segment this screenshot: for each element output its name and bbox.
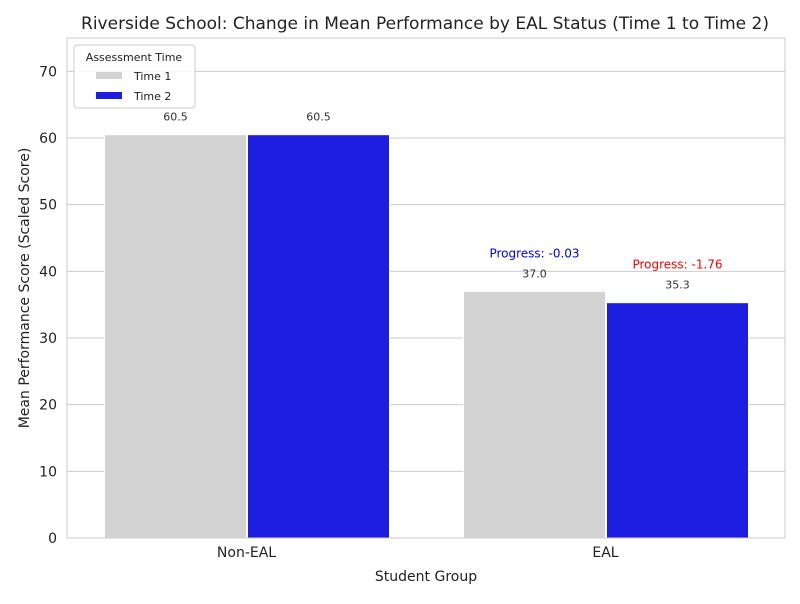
bar-non-eal-time-2 — [247, 134, 390, 539]
y-axis-ticks: 0 10 20 30 40 50 60 70 — [39, 64, 57, 547]
bar-value-label: 35.3 — [665, 279, 690, 292]
legend-label-time-1: Time 1 — [133, 70, 171, 83]
bar-value-label: 37.0 — [522, 267, 547, 280]
y-tick-label: 60 — [39, 131, 57, 147]
bar-eal-time-1 — [463, 290, 606, 539]
y-tick-label: 10 — [39, 464, 57, 480]
y-tick-label: 50 — [39, 198, 57, 214]
bar-value-label: 60.5 — [163, 111, 188, 124]
legend-title: Assessment Time — [86, 51, 183, 64]
bar-non-eal-time-1 — [104, 134, 247, 539]
legend-label-time-2: Time 2 — [133, 90, 171, 103]
data-labels: 60.5 60.5 37.0 Progress: -0.03 35.3 Progress:… — [163, 111, 722, 292]
x-axis-ticks: Non-EAL EAL — [217, 545, 619, 561]
y-tick-label: 40 — [39, 264, 57, 280]
y-tick-label: 30 — [39, 331, 57, 347]
chart-title: Riverside School: Change in Mean Perform… — [81, 14, 769, 34]
legend-swatch-time-1 — [96, 72, 122, 79]
x-tick-label: EAL — [592, 545, 618, 561]
y-tick-label: 20 — [39, 398, 57, 414]
x-axis-label: Student Group — [375, 569, 477, 585]
legend: Assessment Time Time 1 Time 2 — [73, 44, 196, 109]
bars — [104, 134, 749, 539]
x-tick-label: Non-EAL — [217, 545, 276, 561]
y-tick-label: 70 — [39, 64, 57, 80]
progress-annotation: Progress: -1.76 — [632, 258, 722, 272]
progress-annotation: Progress: -0.03 — [489, 246, 579, 260]
legend-swatch-time-2 — [96, 92, 122, 99]
plot-frame — [66, 37, 786, 539]
bar-value-label: 60.5 — [306, 111, 331, 124]
bar-eal-time-2 — [606, 302, 749, 539]
y-axis-label: Mean Performance Score (Scaled Score) — [17, 148, 33, 429]
y-tick-label: 0 — [48, 531, 57, 547]
